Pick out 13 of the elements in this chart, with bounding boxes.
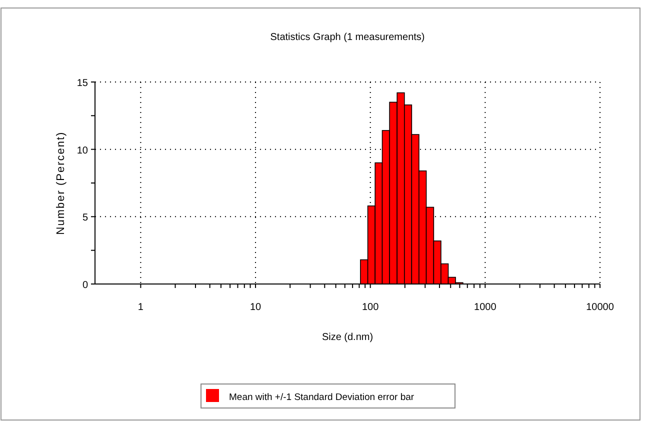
x-axis-title: Size (d.nm) xyxy=(322,332,374,343)
y-axis-title: Number (Percent) xyxy=(55,131,67,235)
y-tick-label: 5 xyxy=(82,212,88,224)
chart-title: Statistics Graph (1 measurements) xyxy=(270,32,425,43)
x-tick-label: 1 xyxy=(138,302,144,313)
legend-label: Mean with +/-1 Standard Deviation error bar xyxy=(229,392,414,403)
y-tick-label: 15 xyxy=(76,78,88,89)
x-tick-label: 10000 xyxy=(586,302,614,313)
y-tick-label: 10 xyxy=(76,145,88,156)
y-tick-label: 0 xyxy=(82,280,88,291)
x-tick-label: 100 xyxy=(362,302,380,313)
x-tick-label: 10 xyxy=(250,302,262,313)
x-tick-label: 1000 xyxy=(474,302,497,313)
